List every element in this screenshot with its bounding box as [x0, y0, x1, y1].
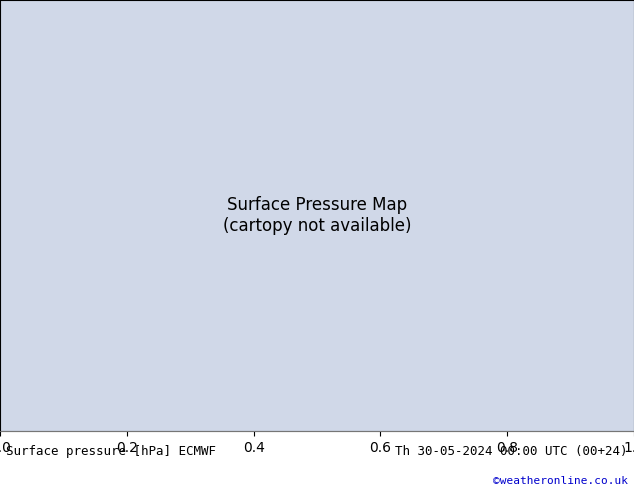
Text: Surface pressure [hPa] ECMWF: Surface pressure [hPa] ECMWF [6, 445, 216, 458]
Text: Th 30-05-2024 00:00 UTC (00+24): Th 30-05-2024 00:00 UTC (00+24) [395, 445, 628, 458]
Text: Surface Pressure Map
(cartopy not available): Surface Pressure Map (cartopy not availa… [223, 196, 411, 235]
Text: ©weatheronline.co.uk: ©weatheronline.co.uk [493, 476, 628, 486]
